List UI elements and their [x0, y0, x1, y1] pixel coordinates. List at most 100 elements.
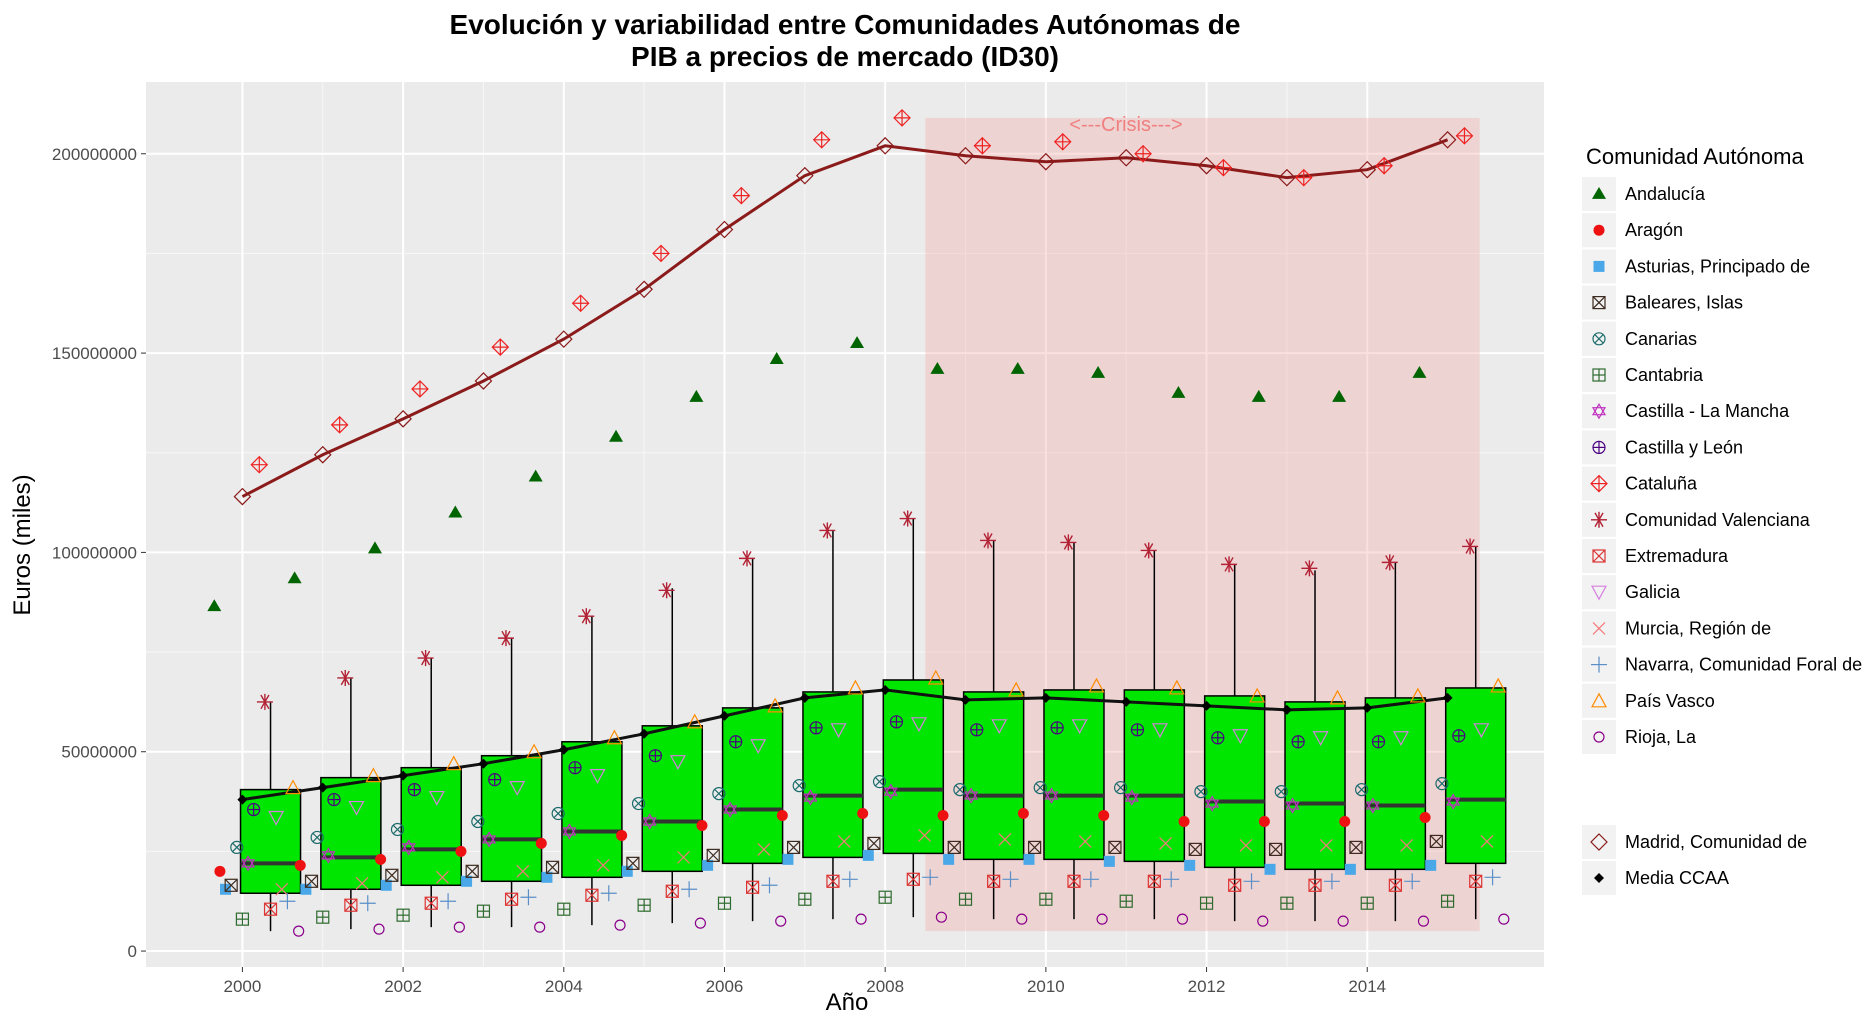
point-10 — [746, 880, 760, 894]
madrid-point — [1438, 130, 1457, 149]
point-11 — [348, 800, 365, 816]
point-4 — [1033, 781, 1047, 795]
legend-key-bg — [1582, 575, 1616, 610]
point-11 — [669, 755, 686, 770]
point-8 — [1455, 126, 1474, 145]
legend-label: Canarias — [1625, 329, 1697, 349]
point-11 — [1473, 723, 1490, 739]
point-9 — [337, 669, 354, 686]
point-13 — [841, 871, 858, 888]
x-axis-title: Año — [826, 989, 869, 1016]
point-15 — [855, 913, 867, 925]
point-2 — [1344, 863, 1356, 875]
point-6 — [723, 801, 738, 818]
legend-label: Asturias, Principado de — [1625, 256, 1810, 276]
legend-key-4 — [1592, 332, 1606, 346]
point-9 — [578, 608, 595, 625]
legend-key-bg — [1582, 720, 1616, 754]
box-body — [561, 741, 623, 879]
media-point — [237, 794, 248, 805]
legend-key-extra-1 — [1594, 873, 1604, 883]
point-7 — [1130, 723, 1145, 737]
point-6 — [803, 789, 818, 806]
madrid-point — [956, 146, 975, 165]
point-3 — [1429, 834, 1443, 849]
x-tick-label: 2006 — [706, 977, 744, 996]
point-12 — [677, 850, 690, 864]
point-4 — [1355, 783, 1369, 797]
point-13 — [1484, 869, 1501, 886]
trend-lines — [241, 138, 1449, 802]
point-9 — [1301, 560, 1318, 577]
media-point — [1040, 692, 1051, 703]
point-10 — [344, 898, 358, 912]
madrid-point — [1037, 152, 1055, 171]
legend-key-11 — [1590, 585, 1608, 601]
point-4 — [953, 783, 967, 797]
point-1 — [616, 829, 628, 841]
point-11 — [750, 739, 767, 755]
point-4 — [712, 786, 726, 801]
point-8 — [411, 380, 429, 398]
point-9 — [417, 650, 434, 667]
point-10 — [1067, 874, 1081, 888]
point-8 — [1375, 156, 1393, 175]
point-5 — [798, 892, 812, 906]
media-point — [1442, 692, 1453, 703]
point-11 — [991, 719, 1008, 735]
legend-label: Media CCAA — [1625, 868, 1729, 888]
legend-label: Castilla - La Mancha — [1625, 401, 1790, 421]
point-5 — [717, 896, 732, 910]
legend-label: Baleares, Islas — [1625, 293, 1743, 313]
point-2 — [1425, 859, 1437, 871]
point-7 — [729, 735, 743, 749]
media-point — [719, 710, 730, 721]
point-11 — [268, 810, 285, 826]
point-12 — [1078, 835, 1092, 848]
point-2 — [1023, 853, 1035, 865]
legend-key-12 — [1592, 621, 1606, 635]
box-body — [721, 707, 784, 865]
point-0 — [1332, 389, 1347, 402]
point-8 — [1134, 144, 1152, 163]
point-9 — [658, 582, 675, 599]
media-point — [558, 744, 569, 755]
madrid-point — [795, 166, 814, 185]
point-2 — [1184, 859, 1196, 871]
legend-label: Andalucía — [1625, 184, 1706, 204]
point-2 — [1103, 855, 1115, 867]
point-9 — [1381, 554, 1398, 571]
point-12 — [837, 835, 851, 848]
point-0 — [367, 541, 382, 554]
point-15 — [694, 917, 706, 929]
point-10 — [263, 902, 278, 916]
y-axis-ticks: 0 50000000 100000000 150000000 200000000 — [52, 145, 146, 961]
point-6 — [1365, 797, 1380, 814]
point-11 — [509, 781, 526, 796]
point-3 — [304, 874, 319, 888]
point-7 — [1291, 735, 1305, 749]
box-body — [1364, 697, 1427, 871]
media-point — [1201, 700, 1212, 711]
legend-label: Cataluña — [1625, 474, 1698, 494]
point-5 — [1440, 894, 1455, 908]
point-0 — [769, 352, 784, 364]
point-4 — [551, 806, 565, 821]
legend-key-bg — [1582, 683, 1616, 718]
point-15 — [453, 921, 465, 933]
point-3 — [626, 856, 640, 870]
point-5 — [557, 902, 571, 916]
point-7 — [1452, 729, 1466, 743]
point-15 — [1498, 913, 1510, 925]
point-13 — [1082, 871, 1099, 888]
box-body — [400, 766, 462, 887]
legend-key-extra-0 — [1590, 833, 1608, 851]
point-14 — [1409, 687, 1426, 703]
media-point — [1121, 696, 1132, 707]
point-3 — [1028, 840, 1042, 855]
x-tick-label: 2008 — [866, 977, 904, 996]
box-body — [1043, 689, 1105, 861]
point-8 — [652, 244, 670, 263]
point-15 — [614, 919, 626, 931]
point-12 — [436, 870, 449, 884]
